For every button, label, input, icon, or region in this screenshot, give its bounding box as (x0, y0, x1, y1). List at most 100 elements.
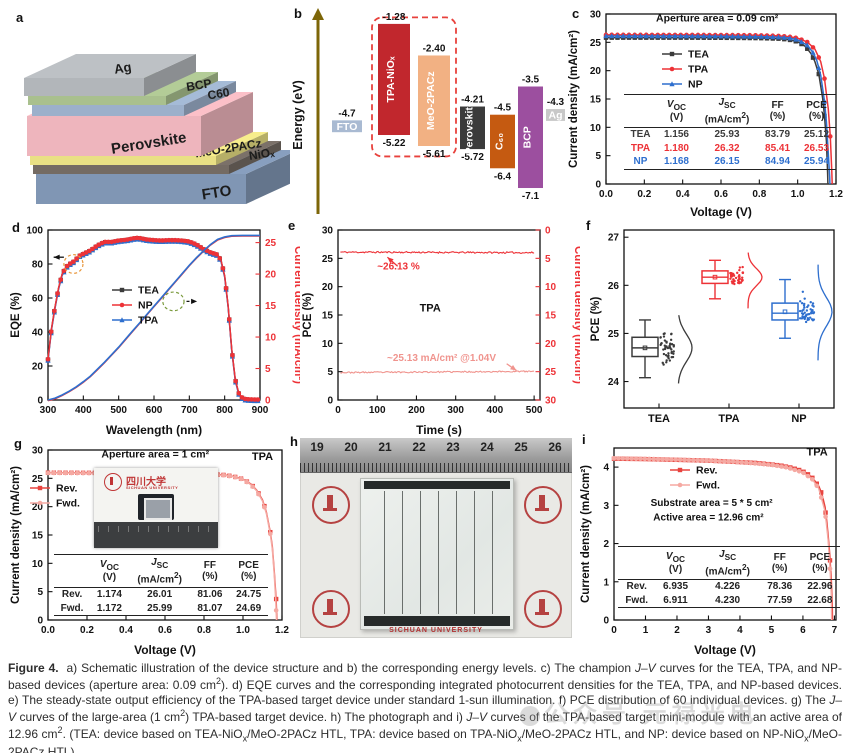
table-corner (624, 93, 658, 129)
svg-text:25: 25 (32, 474, 44, 485)
svg-text:0: 0 (37, 396, 43, 407)
panel-letter-b: b (294, 6, 302, 21)
svg-text:Wavelength (nm): Wavelength (nm) (106, 423, 202, 437)
svg-text:-4.7: -4.7 (338, 108, 356, 119)
svg-text:15: 15 (322, 311, 334, 322)
svg-text:-1.28: -1.28 (383, 12, 406, 23)
cell-voc: 1.156 (663, 129, 689, 141)
svg-text:0.8: 0.8 (752, 189, 766, 200)
chart-pce-box: 24 25 26 27 PCE (%) TEA TPA NP (590, 229, 835, 425)
ruler-number: 26 (548, 440, 562, 454)
svg-text:25: 25 (265, 238, 277, 249)
svg-text:15: 15 (545, 311, 557, 322)
jv-params-table-i: VOC (V) JSC (mA/cm2) FF (%) PCE (%) Rev. 6.9… (618, 545, 840, 609)
panel-letter-e: e (288, 218, 296, 233)
svg-text:Ag: Ag (113, 59, 133, 77)
svg-text:TEA: TEA (138, 285, 159, 297)
svg-text:20: 20 (32, 502, 44, 513)
svg-text:5: 5 (545, 254, 551, 265)
svg-text:20: 20 (545, 339, 557, 350)
svg-text:700: 700 (181, 405, 198, 416)
university-name-en: SICHUAN UNIVERSITY (126, 485, 179, 490)
row-label: Fwd. (618, 593, 656, 609)
svg-text:PCE (%): PCE (%) (302, 292, 314, 337)
col-pce: PCE (%) (799, 545, 840, 581)
svg-text:C60: C60 (207, 85, 231, 102)
col-pce: PCE (%) (797, 93, 836, 129)
svg-text:2: 2 (603, 539, 609, 550)
svg-text:TPA: TPA (688, 64, 709, 76)
module-subcells (367, 491, 507, 614)
ruler-number: 22 (412, 440, 426, 454)
row-label: TPA (630, 142, 651, 154)
col-jsc: JSC (mA/cm2) (695, 93, 759, 129)
panel-energy-diagram: Energy (eV) -4.7 FTO -1.28 -5.22 TPA-NiOₓ -2.4… (291, 2, 568, 220)
svg-text:-5.22: -5.22 (383, 138, 406, 149)
svg-text:30: 30 (322, 226, 334, 237)
svg-text:FTO: FTO (201, 182, 233, 203)
svg-text:10: 10 (590, 123, 602, 134)
cell-ff: 85.41 (765, 142, 791, 154)
svg-text:1.0: 1.0 (791, 189, 805, 200)
svg-text:Voltage (V): Voltage (V) (690, 205, 752, 219)
svg-text:25: 25 (545, 367, 557, 378)
svg-text:0: 0 (265, 396, 271, 407)
col-ff: FF (%) (190, 553, 230, 589)
watermark: 公众号 元禄光电 (520, 694, 759, 729)
svg-text:40: 40 (32, 328, 44, 339)
col-pce: PCE (%) (229, 553, 268, 589)
svg-text:0.2: 0.2 (637, 189, 651, 200)
svg-text:25: 25 (590, 38, 602, 49)
svg-text:20: 20 (590, 66, 602, 77)
svg-text:1.2: 1.2 (829, 189, 843, 200)
watermark-logo-icon (520, 705, 540, 726)
table-row: TEA 1.156 25.93 83.79 25.12 (624, 128, 836, 142)
jv-params-table-c: VOC (V) JSC (mA/cm2) FF (%) PCE (%) TEA 1.15… (624, 93, 836, 170)
svg-text:0: 0 (595, 180, 601, 191)
svg-text:NP: NP (791, 413, 806, 425)
ruler-ticks (300, 463, 572, 472)
svg-text:3: 3 (706, 625, 712, 636)
photo-card: 四川大学 SICHUAN UNIVERSITY (94, 468, 218, 522)
svg-text:-7.1: -7.1 (522, 191, 540, 202)
cell-voc: 1.172 (90, 601, 129, 617)
svg-text:TEA: TEA (688, 49, 709, 61)
svg-text:Active area = 12.96 cm²: Active area = 12.96 cm² (653, 513, 764, 524)
energy-level-diagram: Energy (eV) -4.7 FTO -1.28 -5.22 TPA-NiOₓ -2.4… (291, 8, 565, 214)
ruler-mat (94, 522, 218, 548)
svg-text:NiOₓ: NiOₓ (248, 145, 276, 163)
table-row: Fwd. 1.172 25.99 81.07 24.69 (54, 601, 268, 617)
cell-jsc: 25.99 (128, 601, 191, 617)
svg-text:-5.72: -5.72 (461, 152, 484, 163)
svg-text:0: 0 (603, 616, 609, 627)
chart-eqe: 300 400 500 600 700 800 9000204060801000510152… (10, 226, 304, 438)
table-corner (618, 545, 656, 581)
svg-text:5: 5 (327, 367, 333, 378)
svg-text:Current density (mA/cm²): Current density (mA/cm²) (10, 466, 22, 604)
svg-text:Ag: Ag (549, 109, 563, 121)
ruler: 19 20 21 22 23 24 25 26 (300, 438, 572, 473)
table-row: Rev. 6.935 4.226 78.36 22.96 (618, 580, 840, 594)
device-photo-inset: 四川大学 SICHUAN UNIVERSITY (94, 468, 218, 548)
svg-text:7: 7 (832, 625, 838, 636)
svg-text:Substrate area = 5 * 5 cm²: Substrate area = 5 * 5 cm² (651, 498, 774, 509)
panel-jv-large-area: 0.0 0.2 0.4 0.6 0.8 1.0 1.2 0 5 10 15 20 25 30 Voltage… (8, 438, 292, 660)
svg-text:15: 15 (32, 531, 44, 542)
svg-text:BCP: BCP (522, 126, 534, 148)
svg-text:EQE (%): EQE (%) (10, 292, 22, 338)
cell-jsc: 26.15 (695, 155, 759, 170)
panel-steady-state: 0 100 200 300 400 500 0 5 10 15 20 25 30 0 5 10 15 20 25 30… (300, 222, 584, 440)
cell-ff: 84.94 (758, 155, 798, 170)
svg-text:PCE (%): PCE (%) (590, 296, 602, 341)
svg-text:Fwd.: Fwd. (56, 498, 80, 510)
svg-text:0.6: 0.6 (158, 625, 172, 636)
ruler-number: 24 (480, 440, 494, 454)
svg-text:10: 10 (545, 282, 557, 293)
svg-text:TEA: TEA (648, 413, 670, 425)
svg-text:600: 600 (146, 405, 163, 416)
table-corner (54, 553, 91, 589)
table-row: TPA 1.180 26.32 85.41 26.53 (624, 142, 836, 156)
svg-text:Time (s): Time (s) (416, 423, 462, 437)
